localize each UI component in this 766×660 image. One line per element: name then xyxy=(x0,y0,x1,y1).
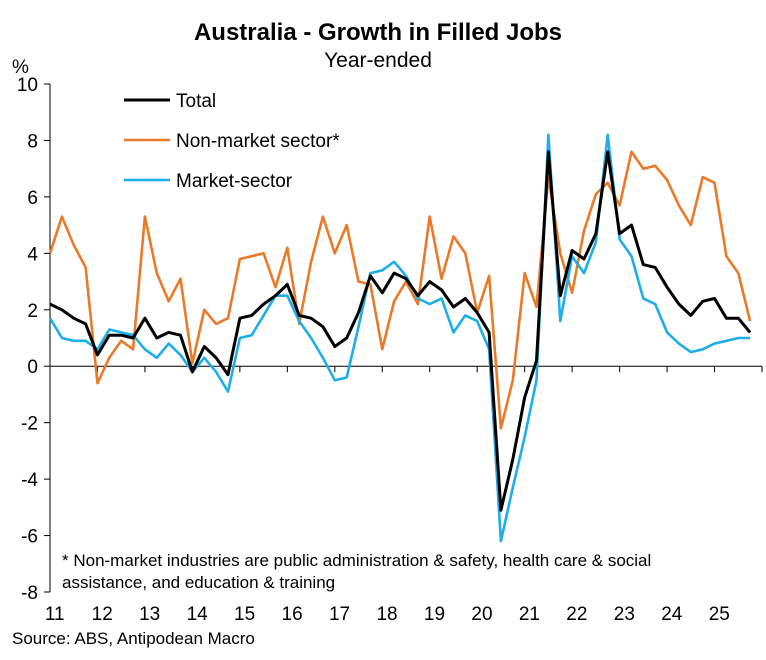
y-tick-label: -4 xyxy=(21,470,38,491)
x-tick-label: 25 xyxy=(709,604,730,625)
y-tick-label: -8 xyxy=(21,583,38,604)
x-tick-label: 16 xyxy=(282,604,303,625)
x-tick-label: 20 xyxy=(471,604,492,625)
y-ticks-group: -8 -6 -4 -2 0 2 4 6 8 10 xyxy=(17,75,50,604)
y-tick-label: 6 xyxy=(27,188,38,209)
x-tick-label: 23 xyxy=(614,604,635,625)
x-tick-label: 19 xyxy=(424,604,445,625)
x-tick-label: 12 xyxy=(92,604,113,625)
chart-title: Australia - Growth in Filled Jobs xyxy=(194,19,562,46)
x-tick-label: 24 xyxy=(661,604,683,625)
x-tick-label: 11 xyxy=(45,604,65,625)
chart-subtitle: Year-ended xyxy=(324,49,432,72)
footnote-line-1: * Non-market industries are public admin… xyxy=(62,551,651,570)
y-tick-label: 0 xyxy=(27,357,38,378)
series-lines-group xyxy=(48,133,752,543)
legend-label: Non-market sector* xyxy=(176,131,340,152)
legend: Total Non-market sector* Market-sector xyxy=(124,91,340,192)
x-tick-label: 21 xyxy=(519,604,540,625)
footnote: * Non-market industries are public admin… xyxy=(62,551,656,592)
series-line-total xyxy=(49,150,752,512)
x-tick-label: 18 xyxy=(376,604,397,625)
x-ticks-group: 11 12 13 14 15 16 17 18 19 20 21 22 23 24 25 xyxy=(45,366,763,625)
y-tick-label: 4 xyxy=(27,244,38,265)
x-tick-label: 14 xyxy=(187,604,209,625)
y-tick-label: 10 xyxy=(17,75,38,96)
x-tick-label: 15 xyxy=(234,604,255,625)
footnote-line-2: assistance, and education & training xyxy=(62,573,335,592)
x-tick-label: 22 xyxy=(566,604,587,625)
y-tick-label: 2 xyxy=(27,301,38,322)
y-tick-label: -6 xyxy=(21,527,38,548)
series-line-non-market-sector xyxy=(48,150,752,430)
legend-label: Total xyxy=(176,91,216,112)
source-note: Source: ABS, Antipodean Macro xyxy=(12,629,255,648)
y-tick-label: 8 xyxy=(27,131,38,152)
y-tick-label: -2 xyxy=(21,414,38,435)
x-tick-label: 13 xyxy=(139,604,160,625)
series-line-market-sector xyxy=(48,133,751,543)
y-axis-unit-label: % xyxy=(12,57,29,78)
legend-label: Market-sector xyxy=(176,171,293,192)
x-tick-label: 17 xyxy=(329,604,350,625)
